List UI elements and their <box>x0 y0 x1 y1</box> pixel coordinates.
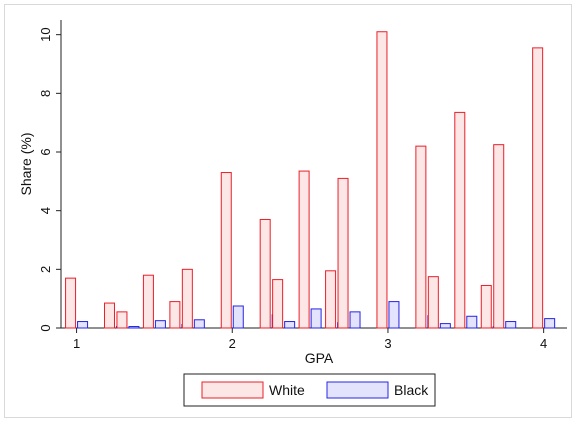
y-tick-label: 10 <box>38 27 53 41</box>
y-tick-label: 2 <box>38 266 53 273</box>
y-axis-label: Share (%) <box>18 132 34 195</box>
bar-black <box>193 319 205 329</box>
bar-white <box>454 111 466 329</box>
bar-white <box>298 170 310 329</box>
legend-swatch-black <box>326 381 389 399</box>
y-tick-label: 6 <box>38 148 53 155</box>
y-tick-label: 0 <box>38 324 53 331</box>
bar-white <box>181 268 193 329</box>
bar-white <box>220 172 232 329</box>
bar-white <box>532 47 544 329</box>
x-tick-label: 1 <box>73 336 80 351</box>
bar-white <box>325 270 337 329</box>
bar-black <box>388 301 400 329</box>
y-tick-label: 8 <box>38 90 53 97</box>
x-tick-label: 4 <box>540 336 547 351</box>
bar-black <box>128 326 140 329</box>
legend-label-white: White <box>269 382 305 398</box>
bar-white <box>103 302 115 329</box>
bar-black <box>349 311 361 329</box>
bar-black <box>232 305 244 329</box>
bar-black <box>544 318 556 329</box>
bars <box>65 31 556 329</box>
bar-white <box>427 276 439 329</box>
bar-black <box>284 321 296 329</box>
bar-white <box>65 277 77 329</box>
bar-black <box>154 320 166 329</box>
legend: White Black <box>183 373 436 407</box>
bar-white <box>415 145 427 329</box>
bar-black <box>77 321 89 329</box>
bar-black <box>439 323 451 329</box>
x-axis-label: GPA <box>305 350 334 366</box>
bar-black <box>466 315 478 329</box>
legend-label-black: Black <box>394 382 429 398</box>
bar-white <box>142 274 154 329</box>
chart-frame: 0 2 4 6 8 10 1 2 3 4 Share (%) GPA White Black <box>4 4 572 418</box>
x-tick-label: 3 <box>384 336 391 351</box>
bar-white <box>272 279 284 329</box>
bar-white <box>259 218 271 329</box>
bar-white <box>337 177 349 329</box>
bar-white <box>493 144 505 329</box>
bar-black <box>505 321 517 329</box>
bar-white <box>480 284 492 329</box>
x-tick-label: 2 <box>229 336 236 351</box>
bar-white <box>376 31 388 329</box>
bar-white <box>116 311 128 329</box>
bar-black <box>310 308 322 329</box>
bar-white <box>169 301 181 329</box>
legend-swatch-white <box>201 381 264 399</box>
y-tick-label: 4 <box>38 207 53 214</box>
